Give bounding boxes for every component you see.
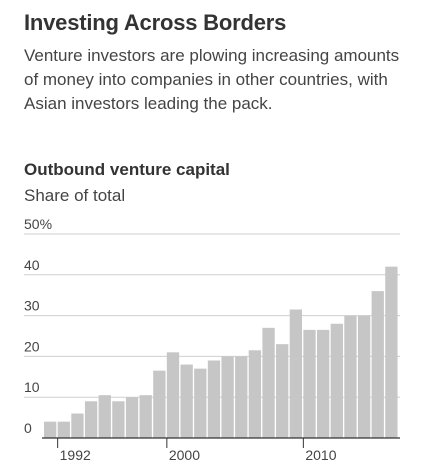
chart-description: Venture investors are plowing increasing…: [24, 46, 400, 113]
bar: [276, 344, 289, 438]
bar: [303, 329, 316, 438]
bar: [166, 352, 180, 438]
y-tick-label: 50%: [24, 216, 52, 232]
bar: [153, 370, 166, 438]
x-tick-label: 2010: [305, 447, 336, 463]
bar: [289, 309, 302, 438]
bar: [207, 360, 221, 438]
bar: [371, 291, 384, 438]
y-tick-label: 10: [24, 379, 40, 395]
bar: [330, 323, 343, 438]
y-tick-label: 20: [24, 338, 40, 354]
bar: [57, 421, 70, 438]
x-tick-label: 2000: [169, 447, 200, 463]
bar: [125, 397, 139, 438]
y-tick-label: 30: [24, 298, 40, 314]
bar: [344, 315, 357, 438]
bar: [194, 368, 207, 438]
y-tick-label: 40: [24, 257, 40, 273]
bar: [180, 364, 193, 438]
y-tick-label: 0: [24, 420, 32, 436]
bar: [44, 421, 57, 438]
bar: [248, 350, 262, 438]
bar: [262, 327, 275, 438]
chart-title: Outbound venture capital: [24, 160, 230, 179]
bar: [317, 329, 330, 438]
bar: [221, 356, 234, 438]
bar: [112, 401, 125, 438]
bar: [357, 315, 371, 438]
bar: [139, 395, 152, 438]
page-title: Investing Across Borders: [24, 10, 287, 35]
bar: [84, 401, 98, 438]
bar: [385, 266, 398, 438]
bar: [71, 413, 84, 438]
x-tick-label: 1992: [60, 447, 91, 463]
chart-subtitle: Share of total: [24, 186, 126, 205]
bar: [98, 395, 111, 438]
bar: [235, 356, 248, 438]
